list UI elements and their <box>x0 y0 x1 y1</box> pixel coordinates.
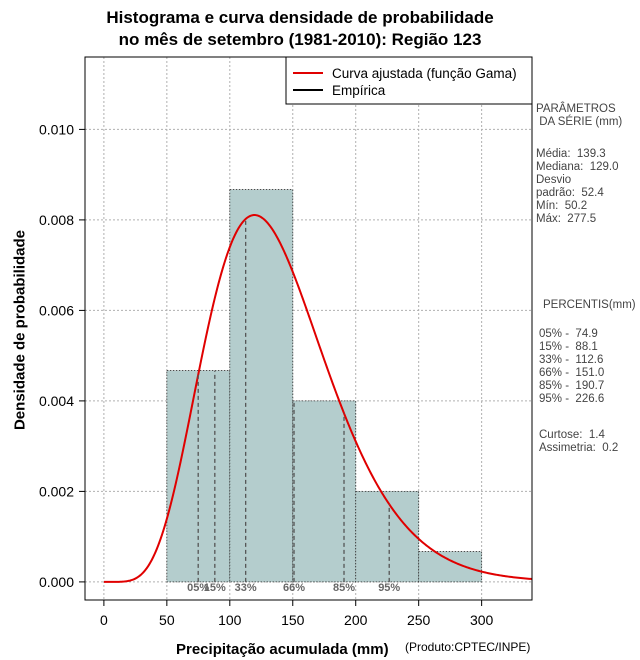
series-stats: Média: 139.3 Mediana: 129.0 Desvio padrã… <box>536 148 619 225</box>
x-tick-label: 0 <box>100 612 108 628</box>
y-tick-label: 0.004 <box>39 393 74 409</box>
legend-box <box>285 56 533 105</box>
x-axis-label: Precipitação acumulada (mm) <box>176 641 389 658</box>
x-tick-label: 150 <box>281 612 305 628</box>
y-tick-label: 0.010 <box>39 121 74 137</box>
x-tick-label: 300 <box>470 612 494 628</box>
y-tick-label: 0.000 <box>39 574 74 590</box>
percentile-label: 85% <box>333 582 355 594</box>
y-tick-label: 0.002 <box>39 483 74 499</box>
shape-stats: Curtose: 1.4 Assimetria: 0.2 <box>539 429 619 454</box>
histogram-bar <box>418 551 483 583</box>
percentile-label: 15% <box>204 582 226 594</box>
y-axis-label: Densidade de probabilidade <box>11 229 29 431</box>
x-tick-label: 200 <box>344 612 368 628</box>
legend-label: Empírica <box>332 83 386 98</box>
percentile-label: 33% <box>235 582 257 594</box>
chart-title-line1: Histograma e curva densidade de probabil… <box>106 8 494 27</box>
legend-label: Curva ajustada (função Gama) <box>332 66 517 81</box>
x-tick-label: 50 <box>159 612 175 628</box>
chart-title-line2: no mês de setembro (1981-2010): Região 1… <box>118 30 482 49</box>
credit-text: (Produto:CPTEC/INPE) <box>405 640 531 654</box>
y-tick-label: 0.008 <box>39 212 74 228</box>
percentile-label: 95% <box>378 582 400 594</box>
percentile-label: 05% <box>187 582 209 594</box>
percentis-values: 05% - 74.9 15% - 88.1 33% - 112.6 66% - … <box>539 328 605 405</box>
y-tick-label: 0.006 <box>39 302 74 318</box>
x-tick-label: 250 <box>407 612 431 628</box>
histogram-bar <box>292 400 357 583</box>
percentile-label: 66% <box>283 582 305 594</box>
x-tick-label: 100 <box>218 612 242 628</box>
params-title: PARÂMETROS DA SÉRIE (mm) <box>536 103 623 128</box>
percentis-title: PERCENTIS(mm) <box>543 299 636 311</box>
histogram-bar <box>229 189 294 583</box>
histogram-bar <box>355 490 420 583</box>
gamma-curve <box>103 214 533 583</box>
